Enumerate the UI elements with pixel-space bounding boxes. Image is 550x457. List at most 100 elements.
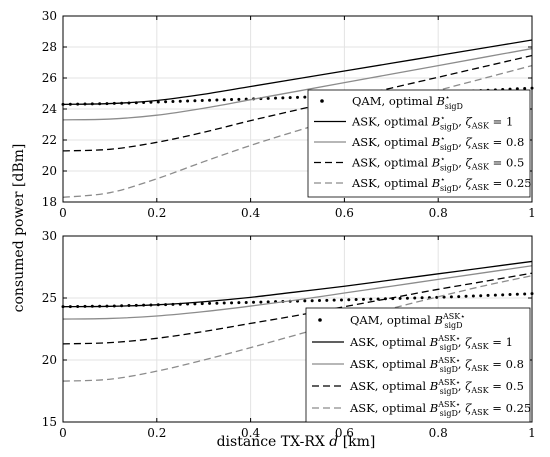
data-point xyxy=(339,298,343,302)
y-tick-label: 28 xyxy=(42,40,57,54)
legend-label: ASK, optimal BASK⋆ sigD, ζASK = 0.25 xyxy=(349,400,531,418)
data-point xyxy=(471,294,475,298)
legend: QAM, optimal BASK⋆ sigD ASK, optimal BASK⋆… xyxy=(305,307,531,423)
data-point xyxy=(420,296,424,300)
y-tick-label: 15 xyxy=(42,415,57,429)
data-point xyxy=(332,298,336,302)
legend-label: QAM, optimal BASK⋆ sigD xyxy=(350,312,465,330)
legend-label: ASK, optimal B⋆ sigD, ζASK = 0.25 xyxy=(351,175,532,193)
y-tick-label: 30 xyxy=(42,229,57,243)
data-point xyxy=(296,95,299,99)
data-point xyxy=(325,298,329,302)
top-panel: 0 0.2 0.4 0.6 0.8 1 18 20 22 24 26 28 30 QAM, optimal… xyxy=(42,9,536,220)
data-point xyxy=(435,295,439,299)
data-point xyxy=(442,295,446,299)
data-point xyxy=(398,296,402,300)
x-tick-label: 0.4 xyxy=(241,206,260,220)
series-line-4 xyxy=(62,64,533,198)
series-line-3 xyxy=(62,54,533,152)
series-line-2 xyxy=(62,265,533,320)
y-tick-label: 18 xyxy=(42,195,57,209)
data-point xyxy=(317,299,321,303)
legend-label: QAM, optimal B⋆ sigD xyxy=(352,93,463,111)
data-point xyxy=(515,87,519,91)
data-point xyxy=(178,99,182,103)
legend-marker xyxy=(318,318,322,322)
y-axis-label: consumed power [dBm] xyxy=(11,144,27,313)
data-point xyxy=(501,293,505,297)
data-point xyxy=(464,294,468,298)
axes-frame xyxy=(62,235,533,423)
legend-box xyxy=(307,89,531,198)
legend: QAM, optimal B⋆ sigD ASK, optimal B⋆ sigD, … xyxy=(307,89,532,198)
data-point xyxy=(266,300,270,304)
data-point xyxy=(508,293,512,297)
data-point xyxy=(244,300,248,304)
legend-label: ASK, optimal BASK⋆ sigD, ζASK = 1 xyxy=(349,334,513,352)
x-tick-label: 0 xyxy=(59,426,67,440)
data-point xyxy=(413,296,417,300)
data-point xyxy=(486,293,490,297)
bottom-panel: 0 0.2 0.4 0.6 0.8 1 15 20 25 30 QAM, optimal BASK⋆… xyxy=(42,229,536,440)
data-point xyxy=(449,295,453,299)
data-point xyxy=(222,98,226,102)
x-tick-label: 0.4 xyxy=(241,426,260,440)
data-point xyxy=(222,301,226,305)
x-tick-label: 1 xyxy=(528,206,536,220)
y-tick-label: 20 xyxy=(42,164,57,178)
y-tick-label: 22 xyxy=(42,133,57,147)
series-line-2 xyxy=(62,47,533,121)
data-point xyxy=(288,96,292,100)
data-point xyxy=(347,298,351,302)
series-line-4 xyxy=(62,275,533,382)
data-point xyxy=(156,100,160,104)
data-point xyxy=(523,86,527,90)
data-point xyxy=(237,301,241,305)
series-line-3 xyxy=(62,272,533,345)
data-point xyxy=(310,299,314,303)
x-tick-label: 0.6 xyxy=(335,426,354,440)
legend-box xyxy=(305,307,531,423)
y-tick-label: 26 xyxy=(42,71,57,85)
data-point xyxy=(200,302,204,306)
data-point xyxy=(369,297,373,301)
data-point xyxy=(515,292,519,296)
legend-label: ASK, optimal B⋆ sigD, ζASK = 0.5 xyxy=(351,155,524,173)
series-line-1 xyxy=(62,39,533,105)
data-point xyxy=(266,96,270,100)
y-tick-label: 20 xyxy=(42,353,57,367)
legend-label: ASK, optimal B⋆ sigD, ζASK = 0.8 xyxy=(351,134,524,152)
data-point xyxy=(303,299,307,303)
y-tick-label: 25 xyxy=(42,291,57,305)
data-point xyxy=(405,296,409,300)
axes-frame xyxy=(62,15,533,203)
y-tick-label: 30 xyxy=(42,9,57,23)
legend-marker xyxy=(320,99,324,103)
legend-label: ASK, optimal B⋆ sigD, ζASK = 1 xyxy=(351,114,513,132)
x-tick-label: 0.2 xyxy=(147,206,166,220)
data-point xyxy=(303,95,307,99)
data-point xyxy=(200,99,204,103)
legend-label: ASK, optimal BASK⋆ sigD, ζASK = 0.5 xyxy=(349,378,524,396)
data-point xyxy=(523,292,527,296)
x-tick-label: 0.6 xyxy=(335,206,354,220)
data-point xyxy=(274,96,278,100)
data-point xyxy=(457,295,461,299)
data-point xyxy=(208,301,212,305)
legend-label: ASK, optimal BASK⋆ sigD, ζASK = 0.8 xyxy=(349,356,524,374)
x-tick-label: 0 xyxy=(59,206,67,220)
data-point xyxy=(252,300,256,304)
data-point xyxy=(259,300,263,304)
data-point xyxy=(164,100,168,104)
data-point xyxy=(171,99,175,103)
data-point xyxy=(354,298,358,302)
x-tick-label: 0.8 xyxy=(429,426,448,440)
data-point xyxy=(281,96,285,100)
data-point xyxy=(493,293,497,297)
x-tick-label: 0.2 xyxy=(147,426,166,440)
x-tick-label: 0.8 xyxy=(429,206,448,220)
data-point xyxy=(237,97,241,101)
x-tick-label: 1 xyxy=(528,426,536,440)
data-point xyxy=(361,297,365,301)
y-tick-label: 24 xyxy=(42,102,58,116)
